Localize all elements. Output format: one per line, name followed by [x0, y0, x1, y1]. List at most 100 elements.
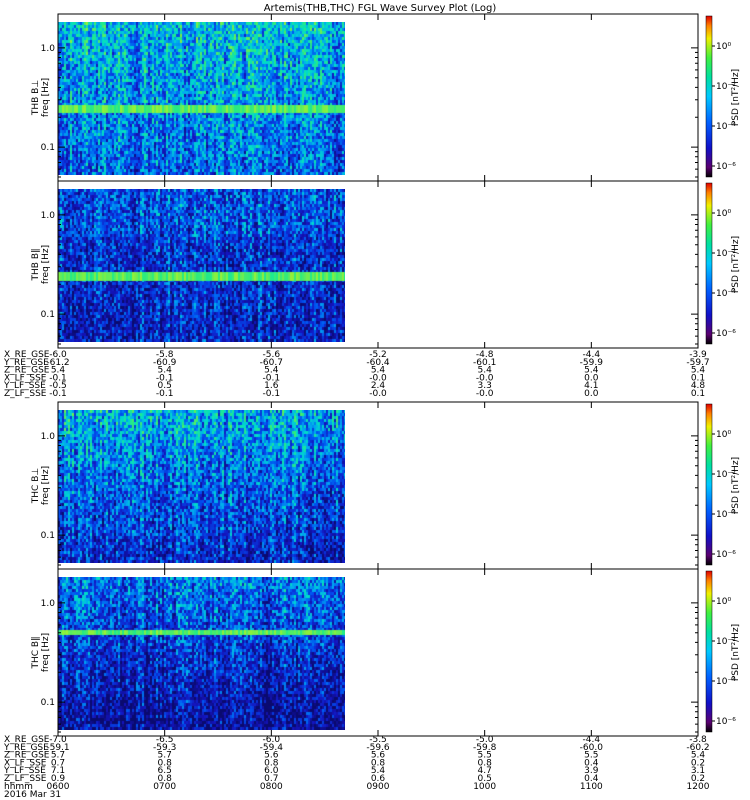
ephemeris-value: -60.0 — [580, 743, 604, 753]
ephemeris-value: 0.2 — [691, 774, 705, 784]
ephemeris-value: 5.4 — [51, 366, 66, 376]
y-axis-freq-label: freq [Hz] — [41, 466, 51, 505]
spectrogram-image — [58, 189, 345, 342]
colorbar-tick-label: 10⁻⁶ — [716, 329, 736, 339]
ephemeris-value: 0700 — [153, 782, 176, 792]
colorbar-tick-label: 10⁻² — [716, 637, 736, 647]
colorbar — [705, 403, 713, 566]
ephemeris-value: -59.9 — [580, 358, 604, 368]
ephemeris-label: X_LF_SSE — [4, 758, 47, 768]
ephemeris-value: -0.0 — [369, 373, 387, 383]
ephemeris-value: 0.7 — [264, 774, 278, 784]
ephemeris-value: -59.3 — [153, 743, 176, 753]
colorbar-tick-label: 10⁰ — [716, 430, 731, 440]
colorbar — [705, 570, 713, 733]
y-tick-label: 0.1 — [41, 531, 55, 541]
plot-title: Artemis(THB,THC) FGL Wave Survey Plot (L… — [264, 3, 497, 14]
y-axis-probe-label: THC B⊥ — [31, 468, 41, 505]
ephemeris-value: 1000 — [473, 782, 496, 792]
ephemeris-value: 5.6 — [264, 751, 279, 761]
colorbar-tick-label: 10⁰ — [716, 597, 731, 607]
ephemeris-value: 5.5 — [478, 751, 492, 761]
ephemeris-value: -0.0 — [476, 389, 494, 399]
ephemeris-value: -59.6 — [366, 743, 390, 753]
ephemeris-value: 5.5 — [584, 751, 598, 761]
ephemeris-value: -0.0 — [476, 373, 494, 383]
y-tick-label: 0.1 — [41, 310, 55, 320]
y-tick-label: 1.0 — [41, 432, 56, 442]
y-tick-label: 1.0 — [41, 599, 56, 609]
y-tick-label: 0.1 — [41, 143, 55, 153]
colorbar-label: PSD [nT²/Hz] — [731, 69, 741, 126]
y-tick-label: 0.1 — [41, 698, 55, 708]
ephemeris-label: X_RE_GSE — [4, 350, 50, 360]
ephemeris-value: -59.1 — [46, 743, 69, 753]
y-axis-probe-label: THC B∥ — [31, 636, 41, 669]
y-axis-freq-label: freq [Hz] — [41, 78, 51, 117]
ephemeris-value: -0.1 — [156, 373, 174, 383]
ephemeris-value: -3.8 — [689, 735, 707, 745]
ephemeris-value: -5.6 — [263, 350, 281, 360]
ephemeris-value: 1200 — [687, 782, 710, 792]
ephemeris-value: -0.1 — [263, 373, 281, 383]
ephemeris-value: 6.0 — [264, 766, 279, 776]
spectrogram-panel: 0.1 1.0 THC B⊥ freq [Hz] 10⁰ 10⁻² 10⁻⁴ 10⁻⁶ PSD … — [31, 401, 741, 570]
ephemeris-value: -5.5 — [369, 735, 387, 745]
y-axis-probe-label: THB B⊥ — [31, 80, 41, 116]
date-label: 2016 Mar 31 — [4, 790, 61, 800]
colorbar-tick-label: 10⁻⁴ — [716, 289, 736, 299]
colorbar-tick-label: 10⁻⁴ — [716, 677, 736, 687]
ephemeris-value: -0.5 — [49, 381, 67, 391]
spectrogram-panel: 0.1 1.0 THC B∥ freq [Hz] 10⁰ 10⁻² 10⁻⁴ 10⁻⁶ PSD … — [31, 568, 741, 737]
ephemeris-value: 1.6 — [264, 381, 279, 391]
ephemeris-value: -4.4 — [583, 350, 601, 360]
ephemeris-value: 1100 — [580, 782, 603, 792]
spectrogram-panel: 0.1 1.0 THB B∥ freq [Hz] 10⁰ 10⁻² 10⁻⁴ 10⁻⁶ PSD … — [31, 180, 741, 349]
ephemeris-value: -59.8 — [473, 743, 497, 753]
ephemeris-value: -3.9 — [689, 350, 707, 360]
ephemeris-label: Y_RE_GSE — [3, 358, 49, 368]
colorbar-tick-label: 10⁻⁴ — [716, 122, 736, 132]
ephemeris-value: 0.6 — [371, 774, 386, 784]
ephemeris-value: -0.1 — [156, 389, 174, 399]
ephemeris-value: 0.4 — [584, 758, 599, 768]
ephemeris-value: 5.4 — [584, 366, 599, 376]
ephemeris-value: 0.8 — [478, 758, 493, 768]
ephemeris-value: 0.5 — [478, 774, 492, 784]
colorbar-tick-label: 10⁰ — [716, 209, 731, 219]
colorbar-tick-label: 10⁻⁶ — [716, 550, 736, 560]
ephemeris-value: -0.1 — [49, 389, 67, 399]
ephemeris-value: -60.9 — [153, 358, 177, 368]
ephemeris-value: 0.9 — [51, 774, 66, 784]
ephemeris-value: -0.1 — [263, 389, 281, 399]
ephemeris-value: 5.4 — [158, 366, 173, 376]
colorbar-tick-label: 10⁻² — [716, 82, 736, 92]
ephemeris-value: 5.4 — [691, 366, 706, 376]
spectrogram-image — [58, 22, 345, 175]
ephemeris-value: 0.0 — [584, 373, 599, 383]
ephemeris-label: Z_LF_SSE — [4, 774, 47, 784]
ephemeris-value: 5.7 — [51, 751, 65, 761]
ephemeris-value: 0600 — [47, 782, 70, 792]
colorbar-label: PSD [nT²/Hz] — [731, 457, 741, 514]
ephemeris-value: 3.3 — [478, 381, 492, 391]
colorbar-tick-label: 10⁻⁶ — [716, 717, 736, 727]
ephemeris-value: 0.8 — [371, 758, 386, 768]
ephemeris-value: -5.0 — [476, 735, 494, 745]
colorbar-tick-label: 10⁻⁶ — [716, 162, 736, 172]
ephemeris-value: 0.1 — [691, 373, 705, 383]
colorbar — [705, 15, 713, 178]
ephemeris-value: -60.4 — [366, 358, 390, 368]
ephemeris-value: -5.8 — [156, 350, 174, 360]
ephemeris-value: -0.0 — [369, 389, 387, 399]
ephemeris-value: 0.5 — [158, 381, 172, 391]
ephemeris-value: 5.7 — [158, 751, 172, 761]
y-tick-label: 1.0 — [41, 44, 56, 54]
ephemeris-value: 5.4 — [371, 766, 386, 776]
ephemeris-value: 0.1 — [691, 389, 705, 399]
spectrogram-image — [58, 410, 345, 563]
ephemeris-value: -5.2 — [369, 350, 387, 360]
y-axis-freq-label: freq [Hz] — [41, 633, 51, 672]
ephemeris-value: 0.7 — [51, 758, 65, 768]
ephemeris-label: Y_LF_SSE — [3, 381, 46, 391]
